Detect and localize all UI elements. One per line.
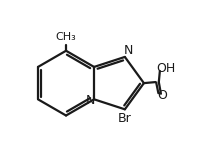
Text: N: N	[86, 94, 95, 107]
Text: CH₃: CH₃	[56, 32, 76, 42]
Text: Br: Br	[118, 112, 132, 125]
Text: OH: OH	[157, 62, 176, 75]
Text: O: O	[158, 89, 168, 102]
Text: N: N	[123, 45, 133, 58]
